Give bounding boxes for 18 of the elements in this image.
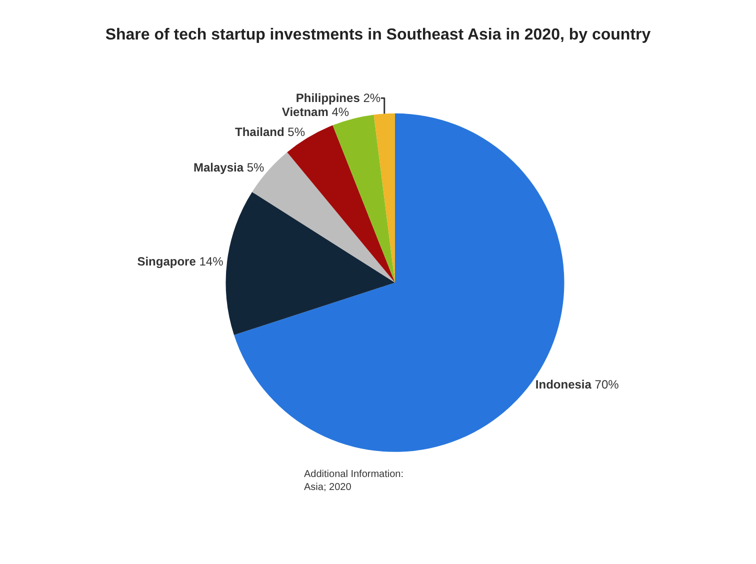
pie-slice [287, 125, 395, 283]
pie-slice [332, 114, 395, 283]
data-label: 14% [199, 254, 224, 268]
data-label: 4% [332, 105, 350, 120]
slice-label: Singapore [137, 254, 196, 268]
data-label: 5% [246, 160, 264, 175]
text: Additional Information: Asia; 2020 [304, 469, 404, 493]
chart-title: Share of tech startup investments in Southeast Asia in 2020, by country [105, 26, 651, 44]
slice-label: Thailand [234, 124, 284, 139]
data-label: 5% [288, 124, 306, 139]
slice-label: Indonesia [535, 378, 592, 392]
pie-slice [226, 192, 395, 335]
slice-label: Malaysia [193, 160, 244, 175]
data-label: 70% [594, 378, 619, 392]
data-label: 2% [363, 91, 381, 106]
slice-label: Vietnam [282, 105, 328, 120]
pie-slice [374, 113, 395, 283]
slice-label: Philippines [296, 91, 360, 106]
